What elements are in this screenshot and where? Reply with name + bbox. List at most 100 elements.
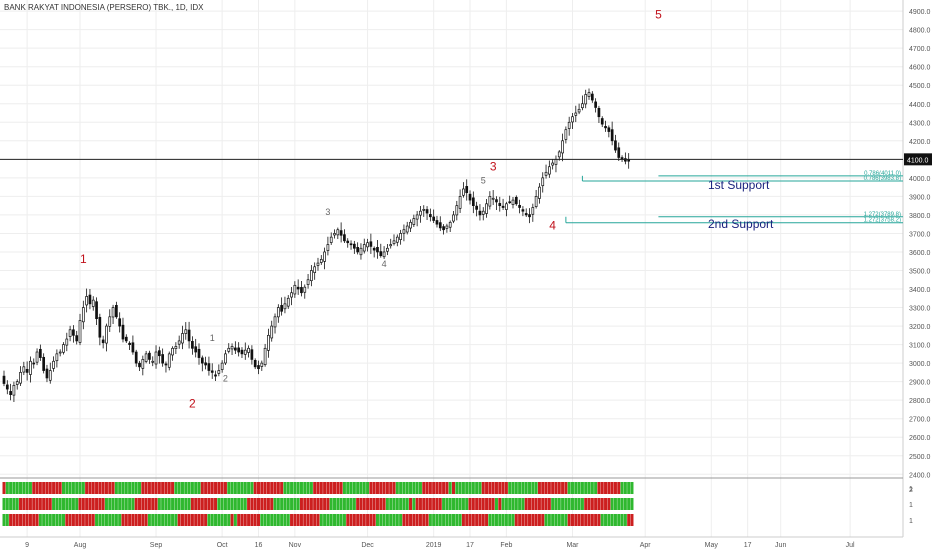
- indicator-bar: [471, 498, 475, 510]
- indicator-bar: [478, 482, 482, 494]
- candle-body: [35, 351, 39, 363]
- indicator-bar: [422, 498, 426, 510]
- indicator-bar: [230, 498, 234, 510]
- indicator-bar: [240, 514, 244, 526]
- indicator-bar: [508, 482, 512, 494]
- indicator-bar: [339, 514, 343, 526]
- candle-body: [52, 360, 55, 369]
- candle-body: [604, 126, 607, 129]
- candle-body: [200, 357, 204, 364]
- indicator-bar: [223, 514, 227, 526]
- indicator-bar: [336, 498, 340, 510]
- indicator-bar: [389, 514, 393, 526]
- indicator-bar: [290, 498, 294, 510]
- indicator-bar: [19, 498, 23, 510]
- candle-body: [247, 347, 250, 353]
- candle-body: [501, 205, 505, 208]
- indicator-bar: [511, 498, 515, 510]
- indicator-bar: [243, 482, 247, 494]
- candle-body: [286, 297, 290, 307]
- indicator-bar: [253, 514, 257, 526]
- indicator-bar: [488, 498, 492, 510]
- indicator-bar: [557, 482, 561, 494]
- indicator-bar: [435, 498, 439, 510]
- indicator-bar: [481, 498, 485, 510]
- indicator-bar: [9, 514, 13, 526]
- indicator-bar: [356, 482, 360, 494]
- indicator-bar: [35, 482, 39, 494]
- chart-title: BANK RAKYAT INDONESIA (PERSERO) TBK., 1D…: [4, 3, 204, 12]
- y-tick-label: 2800.0: [909, 398, 931, 405]
- candle-body: [144, 353, 148, 362]
- indicator-bar: [161, 482, 165, 494]
- indicator-bar: [296, 498, 300, 510]
- wave-label: 3: [490, 159, 497, 173]
- indicator-bar: [445, 498, 449, 510]
- indicator-bar: [504, 482, 508, 494]
- candle-body: [62, 344, 65, 353]
- indicator-bar: [144, 514, 148, 526]
- indicator-bar: [101, 514, 105, 526]
- indicator-bar: [511, 514, 515, 526]
- indicator-bar: [501, 482, 505, 494]
- indicator-bar: [65, 514, 69, 526]
- indicator-bar: [379, 498, 383, 510]
- candle-body: [91, 299, 95, 307]
- indicator-bar: [617, 498, 621, 510]
- indicator-bar: [154, 498, 158, 510]
- wave-label: 2: [223, 374, 228, 384]
- indicator-bar: [584, 482, 588, 494]
- indicator-bar: [627, 482, 631, 494]
- indicator-bar: [319, 482, 323, 494]
- indicator-bar: [617, 482, 621, 494]
- y-tick-label: 4500.0: [909, 83, 931, 90]
- support-annotation: 1st Support: [708, 178, 770, 192]
- indicator-bar: [306, 514, 310, 526]
- wave-label: 5: [655, 8, 662, 22]
- indicator-bar: [214, 498, 218, 510]
- candle-body: [240, 349, 244, 355]
- indicator-bar: [85, 498, 89, 510]
- indicator-bar: [326, 498, 330, 510]
- indicator-bar: [524, 514, 528, 526]
- indicator-bar: [118, 514, 122, 526]
- candle-body: [600, 118, 604, 125]
- indicator-bar: [48, 498, 52, 510]
- indicator-bar: [108, 498, 112, 510]
- indicator-bar: [233, 498, 237, 510]
- indicator-bar: [392, 498, 396, 510]
- indicator-bar: [478, 514, 482, 526]
- indicator-bar: [518, 482, 522, 494]
- candle-body: [273, 316, 277, 328]
- candle-body: [164, 363, 168, 366]
- indicator-bar: [48, 482, 52, 494]
- candle-body: [587, 92, 591, 97]
- indicator-bar: [422, 482, 426, 494]
- x-tick-label: 9: [25, 542, 29, 549]
- candle-body: [88, 294, 92, 305]
- indicator-bar: [554, 482, 558, 494]
- x-tick-label: Dec: [361, 542, 374, 549]
- indicator-bar: [91, 482, 95, 494]
- indicator-bar: [630, 514, 634, 526]
- candle-body: [538, 186, 541, 199]
- indicator-bar: [177, 498, 181, 510]
- indicator-bar: [95, 482, 99, 494]
- indicator-bar: [594, 498, 598, 510]
- candle-body: [214, 374, 217, 377]
- candle-body: [511, 199, 515, 205]
- indicator-bar: [428, 498, 432, 510]
- indicator-bar: [501, 498, 505, 510]
- indicator-bar: [121, 482, 125, 494]
- indicator-bar: [604, 482, 608, 494]
- indicator-bar: [442, 514, 446, 526]
- indicator-bar: [528, 498, 532, 510]
- indicator-bar: [613, 514, 617, 526]
- indicator-bar: [227, 514, 231, 526]
- candle-body: [435, 220, 439, 225]
- indicator-bar: [260, 482, 264, 494]
- candle-body: [187, 329, 191, 342]
- indicator-row-label: 1: [909, 486, 913, 493]
- indicator-bar: [15, 514, 19, 526]
